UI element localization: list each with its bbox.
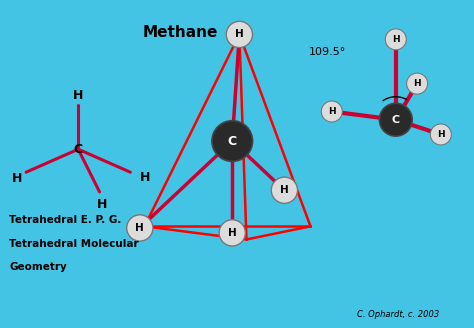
Text: H: H — [392, 35, 400, 44]
Text: H: H — [413, 79, 421, 88]
Text: H: H — [11, 172, 22, 185]
Text: Methane: Methane — [142, 25, 218, 40]
Text: H: H — [228, 228, 237, 238]
Text: H: H — [328, 107, 336, 116]
Circle shape — [127, 215, 153, 241]
Circle shape — [219, 220, 246, 246]
Text: H: H — [136, 223, 144, 233]
Circle shape — [212, 121, 253, 161]
Text: C. Ophardt, c. 2003: C. Ophardt, c. 2003 — [357, 310, 439, 319]
Text: 109.5°: 109.5° — [309, 48, 346, 57]
Text: Tetrahedral Molecular: Tetrahedral Molecular — [9, 239, 139, 249]
Circle shape — [430, 124, 451, 145]
Circle shape — [407, 73, 428, 94]
Text: Tetrahedral E. P. G.: Tetrahedral E. P. G. — [9, 215, 122, 225]
Circle shape — [321, 101, 342, 122]
Text: H: H — [235, 30, 244, 39]
Text: H: H — [139, 171, 150, 184]
Circle shape — [379, 103, 412, 136]
Text: H: H — [280, 185, 289, 195]
Text: C: C — [228, 134, 237, 148]
Circle shape — [271, 177, 298, 203]
Text: H: H — [437, 130, 445, 139]
Text: H: H — [97, 197, 107, 211]
Text: H: H — [73, 89, 83, 102]
Text: C: C — [73, 143, 83, 156]
Text: Geometry: Geometry — [9, 262, 67, 272]
Circle shape — [226, 21, 253, 48]
Circle shape — [385, 29, 406, 50]
Text: C: C — [392, 115, 400, 125]
